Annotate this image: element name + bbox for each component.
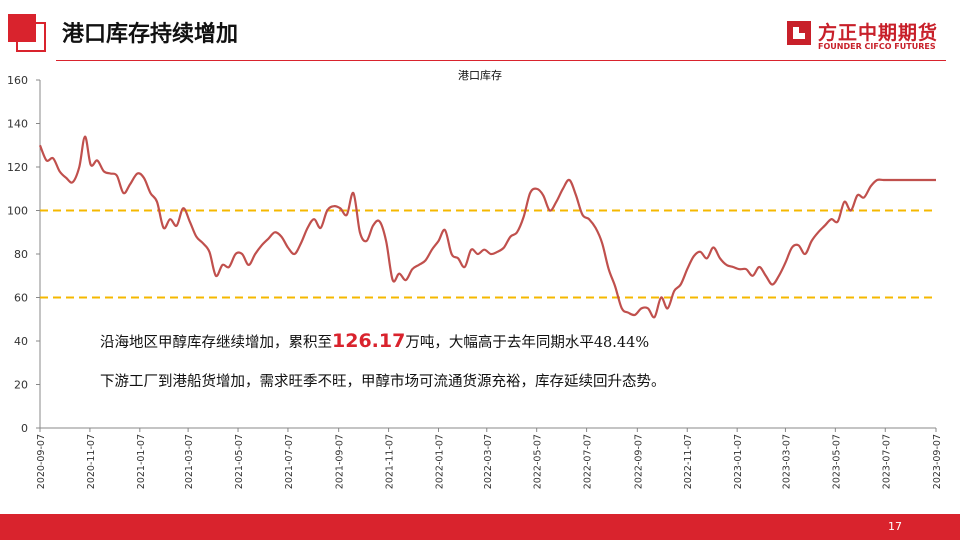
reference-lines: [40, 209, 936, 299]
x-tick-label: 2023-03-07: [781, 434, 792, 489]
brand-mark-icon: [787, 21, 811, 45]
x-tick-label: 2021-07-07: [284, 434, 295, 489]
x-tick-label: 2023-09-07: [932, 434, 943, 489]
title-divider: [56, 60, 946, 61]
x-tick-label: 2021-01-07: [136, 434, 147, 489]
x-tick-label: 2023-07-07: [881, 434, 892, 489]
brand-name-cn: 方正中期期货: [818, 22, 939, 44]
footer-bar: 17: [0, 514, 960, 540]
y-tick-label: 40: [14, 335, 28, 348]
y-axis: 0 20 40 60 80 100 120 140 160: [7, 74, 41, 435]
y-tick-label: 160: [7, 74, 28, 87]
page-title: 港口库存持续增加: [62, 22, 239, 47]
x-tick-label: 2021-09-07: [335, 434, 346, 489]
y-tick-label: 120: [7, 161, 28, 174]
chart-title: 港口库存: [458, 68, 502, 82]
y-tick-label: 140: [7, 118, 28, 131]
x-tick-label: 2020-09-07: [36, 434, 47, 489]
x-tick-label: 2022-09-07: [633, 434, 644, 489]
y-tick-label: 100: [7, 205, 28, 218]
x-tick-label: 2021-05-07: [234, 434, 245, 489]
brand-logo: 方正中期期货 FOUNDER CIFCO FUTURES: [784, 16, 954, 56]
y-tick-label: 20: [14, 379, 28, 392]
y-tick-label: 80: [14, 248, 28, 261]
annotation-line-1: 沿海地区甲醇库存继续增加，累积至126.17万吨，大幅高于去年同期水平48.44…: [100, 330, 649, 352]
series-group: [38, 135, 936, 319]
x-tick-label: 2022-07-07: [583, 434, 594, 489]
annotation-highlight-value: 126.17: [332, 330, 406, 352]
y-tick-label: 0: [21, 422, 28, 435]
title-bar: 港口库存持续增加 方正中期期货 FOUNDER CIFCO FUTURES: [0, 0, 960, 62]
page-number: 17: [888, 520, 902, 533]
x-tick-label: 2022-11-07: [683, 434, 694, 489]
x-tick-label: 2023-01-07: [733, 434, 744, 489]
x-tick-label: 2022-01-07: [434, 434, 445, 489]
x-tick-label: 2020-11-07: [86, 434, 97, 489]
y-tick-label: 60: [14, 292, 28, 305]
x-tick-label: 2022-05-07: [533, 434, 544, 489]
x-tick-label: 2023-05-07: [831, 434, 842, 489]
x-tick-label: 2021-11-07: [385, 434, 396, 489]
x-axis: 2020-09-07 2020-11-07 2021-01-07 2021-03-07…: [36, 427, 943, 489]
x-tick-label: 2022-03-07: [483, 434, 494, 489]
brand-name-en: FOUNDER CIFCO FUTURES: [818, 42, 936, 51]
series-line-port-inventory: [38, 135, 936, 319]
title-logo-squares: [8, 14, 46, 52]
x-tick-label: 2021-03-07: [184, 434, 195, 489]
annotation-line-2: 下游工厂到港船货增加，需求旺季不旺，甲醇市场可流通货源充裕，库存延续回升态势。: [100, 374, 666, 390]
annotation-line-1-after: 万吨，大幅高于去年同期水平48.44%: [405, 335, 650, 351]
annotation-line-1-before: 沿海地区甲醇库存继续增加，累积至: [100, 335, 332, 351]
